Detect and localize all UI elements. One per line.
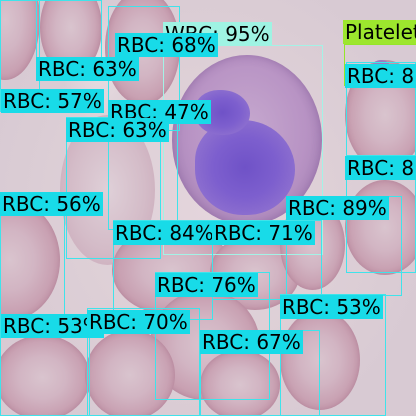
platelet-label: Platelets bbox=[343, 20, 416, 44]
red-blood-cell bbox=[280, 310, 360, 410]
rbc-label: RBC: 53% bbox=[1, 314, 104, 338]
rbc-label: RBC: 63% bbox=[66, 118, 169, 142]
rbc-label: RBC: 8 bbox=[345, 156, 416, 180]
rbc-label: RBC: 56% bbox=[0, 192, 103, 216]
red-blood-cell bbox=[0, 335, 90, 416]
rbc-label: RBC: 71% bbox=[212, 221, 315, 245]
rbc-label: RBC: 8 bbox=[345, 64, 416, 88]
rbc-label: RBC: 76% bbox=[155, 273, 258, 297]
rbc-label: RBC: 57% bbox=[1, 89, 104, 113]
rbc-box bbox=[212, 220, 322, 300]
red-blood-cell bbox=[85, 330, 175, 416]
rbc-label: RBC: 47% bbox=[108, 100, 211, 124]
rbc-label: RBC: 68% bbox=[115, 33, 218, 57]
rbc-label: RBC: 84% bbox=[113, 221, 216, 245]
rbc-label: RBC: 70% bbox=[87, 310, 190, 334]
red-blood-cell bbox=[345, 180, 416, 275]
rbc-label: RBC: 89% bbox=[286, 196, 389, 220]
rbc-label: RBC: 53% bbox=[280, 295, 383, 319]
rbc-label: RBC: 63% bbox=[36, 57, 139, 81]
white-blood-cell-nucleus bbox=[195, 120, 295, 215]
red-blood-cell bbox=[200, 350, 280, 416]
rbc-label: RBC: 67% bbox=[200, 330, 303, 354]
